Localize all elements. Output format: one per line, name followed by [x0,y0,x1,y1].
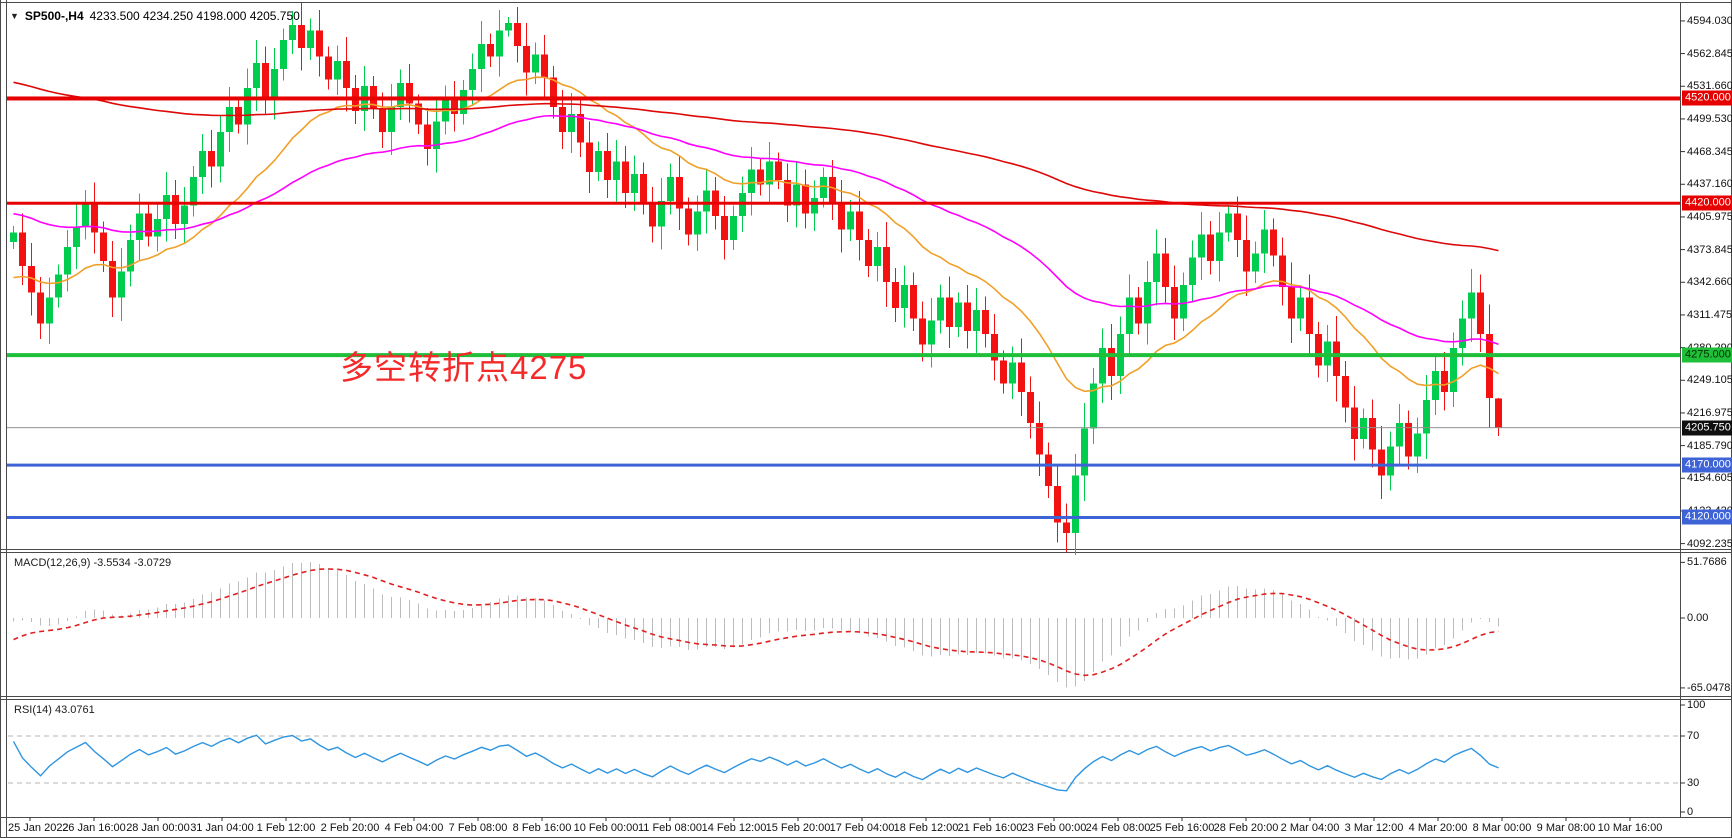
price-tick-label: 4216.975 [1687,406,1732,419]
price-badge: 4275.000 [1682,347,1732,363]
price-badge: 4205.750 [1682,420,1732,436]
symbol-header: ▼ SP500-,H4 4233.500 4234.250 4198.000 4… [10,9,300,23]
price-badge: 4120.000 [1682,509,1732,525]
price-tick-label: 4154.605 [1687,472,1732,485]
time-axis-label: 9 Mar 08:00 [1536,822,1596,834]
symbol-name: SP500-,H4 [24,9,84,23]
macd-indicator-label: MACD(12,26,9) -3.5534 -3.0729 [14,557,172,569]
price-tick-label: 4092.235 [1687,537,1732,550]
annotation-text: 多空转折点4275 [340,349,588,386]
rsi-tick-label: 0 [1687,806,1694,818]
price-tick-label: 4499.530 [1687,112,1732,125]
price-tick-label: 4437.160 [1687,178,1732,191]
time-axis-label: 11 Feb 08:00 [637,822,703,834]
macd-tick-label: 51.7686 [1687,556,1727,569]
price-badge: 4520.000 [1682,90,1732,106]
time-axis-label: 15 Feb 20:00 [765,822,831,834]
time-axis-label: 10 Mar 16:00 [1597,822,1663,834]
time-axis-label: 31 Jan 04:00 [190,822,254,834]
price-badge: 4420.000 [1682,195,1732,211]
price-tick-label: 4373.845 [1687,243,1732,256]
time-axis-label: 4 Mar 20:00 [1408,822,1468,834]
time-axis-label: 7 Feb 08:00 [448,822,508,834]
time-axis-label: 26 Jan 16:00 [62,822,126,834]
time-axis-label: 1 Feb 12:00 [256,822,316,834]
rsi-tick-label: 30 [1687,777,1700,789]
price-tick-label: 4405.975 [1687,210,1732,223]
macd-tick-label: 0.00 [1687,612,1709,624]
macd-tick-label: -65.0478 [1687,681,1731,694]
price-tick-label: 4531.660 [1687,80,1732,93]
time-axis-label: 25 Feb 16:00 [1149,822,1215,834]
time-axis-label: 25 Jan 2022 [8,822,69,834]
time-axis-label: 2 Feb 20:00 [320,822,380,834]
price-badge: 4170.000 [1682,457,1732,473]
time-axis-label: 14 Feb 12:00 [701,822,767,834]
price-tick-label: 4468.345 [1687,145,1732,158]
price-tick-label: 4185.790 [1687,439,1732,452]
time-axis-label: 18 Feb 12:00 [893,822,959,834]
price-tick-label: 4562.845 [1687,47,1732,60]
time-axis-label: 8 Mar 00:00 [1472,822,1532,834]
rsi-tick-label: 70 [1687,730,1700,742]
rsi-indicator-label: RSI(14) 43.0761 [14,704,95,716]
time-axis-label: 17 Feb 04:00 [829,822,895,834]
price-tick-label: 4311.475 [1687,308,1732,321]
time-axis-label: 21 Feb 16:00 [957,822,1023,834]
ohlc-readout: 4233.500 4234.250 4198.000 4205.750 [89,9,300,23]
time-axis-label: 10 Feb 00:00 [573,822,639,834]
time-axis-label: 2 Mar 04:00 [1280,822,1340,834]
price-tick-label: 4594.030 [1687,14,1732,27]
rsi-tick-label: 100 [1687,699,1706,711]
time-axis-label: 24 Feb 08:00 [1085,822,1151,834]
time-axis-label: 28 Feb 20:00 [1213,822,1279,834]
time-axis-label: 4 Feb 04:00 [384,822,444,834]
price-tick-label: 4342.660 [1687,276,1732,289]
time-axis-label: 8 Feb 16:00 [512,822,572,834]
time-axis-label: 28 Jan 00:00 [126,822,190,834]
time-axis-label: 3 Mar 12:00 [1344,822,1404,834]
price-tick-label: 4249.105 [1687,374,1732,387]
collapse-chart-icon[interactable]: ▼ [10,11,19,21]
time-axis-label: 23 Feb 00:00 [1021,822,1087,834]
